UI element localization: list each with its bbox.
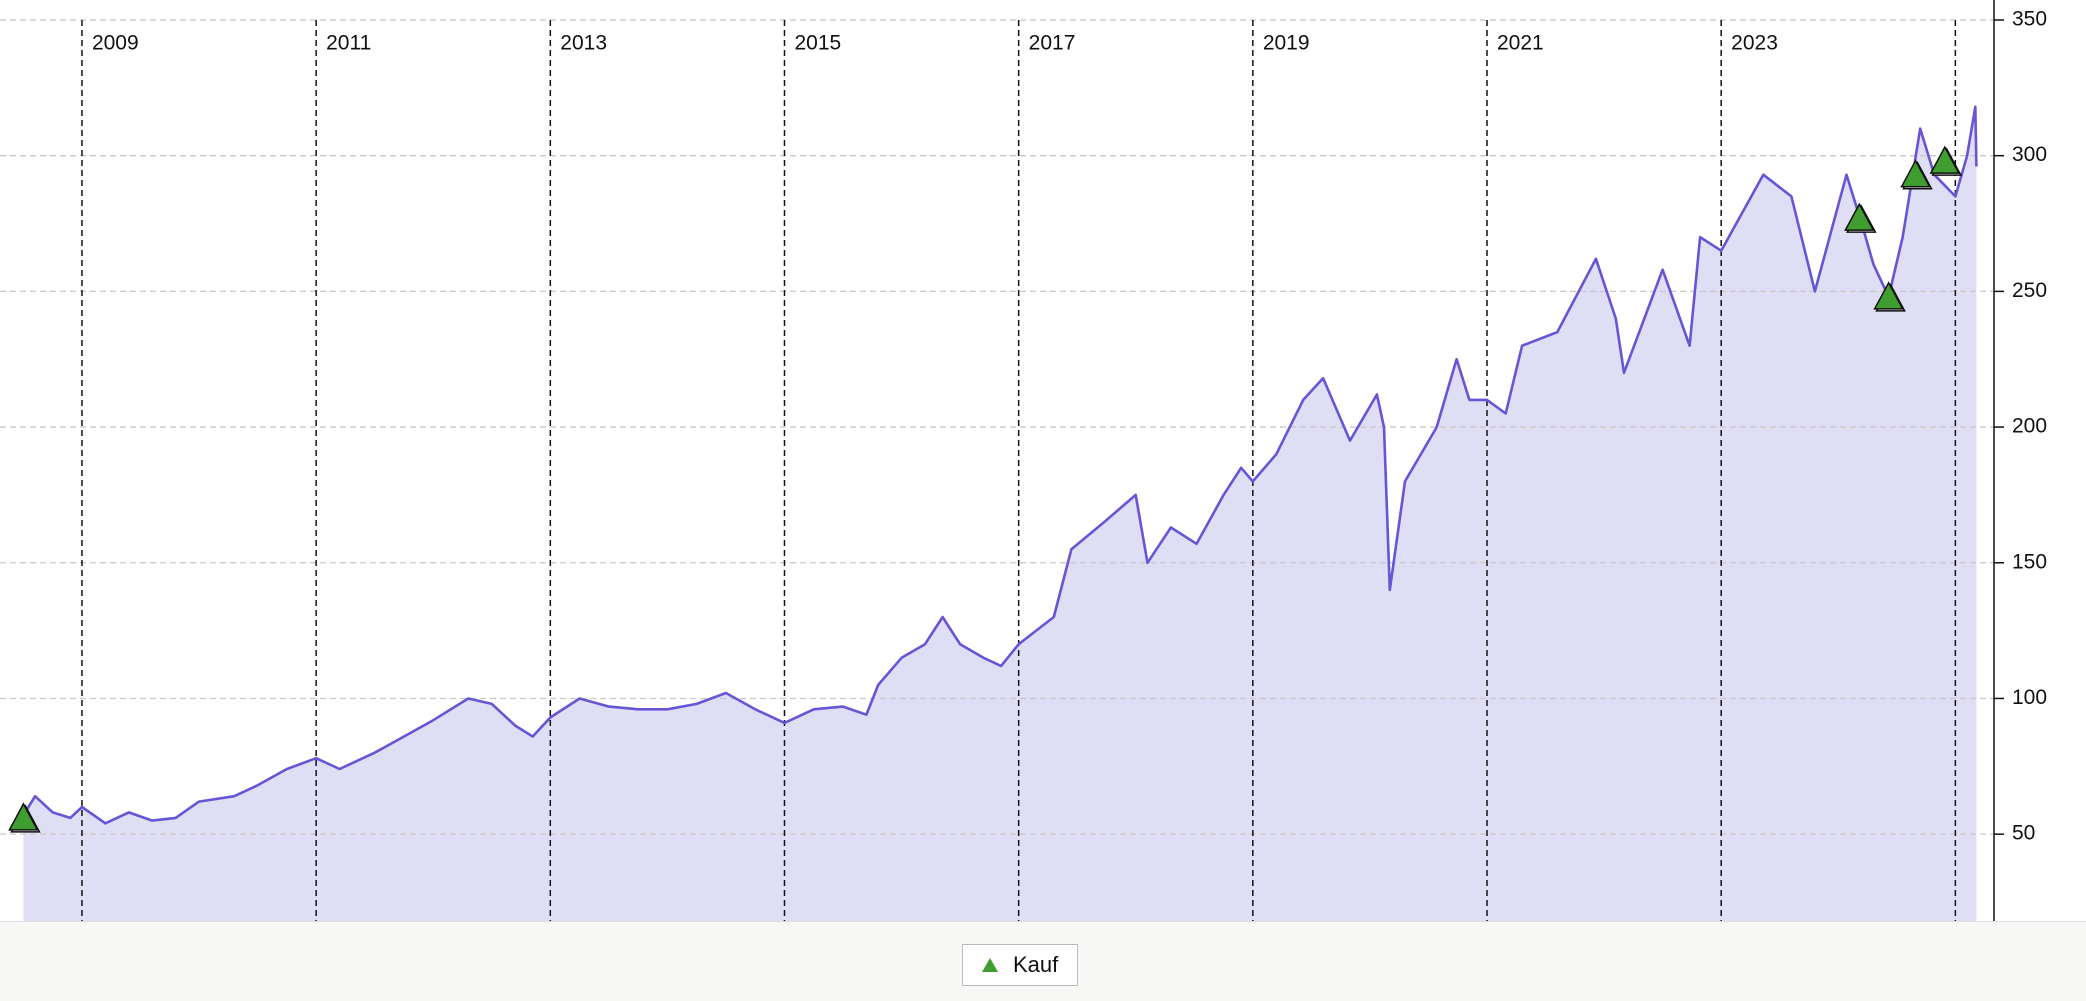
y-tick-label: 200: [2012, 415, 2047, 438]
legend-marker: [982, 958, 998, 972]
legend[interactable]: Kauf: [962, 944, 1078, 986]
buy-marker: [1844, 202, 1875, 231]
y-tick-label: 300: [2012, 143, 2047, 166]
buy-marker: [1900, 159, 1931, 188]
y-tick-label: 50: [2012, 822, 2035, 845]
y-tick-label: 100: [2012, 686, 2047, 709]
x-tick-label: 2009: [92, 32, 139, 55]
area: [23, 106, 1977, 921]
x-tick-label: 2023: [1731, 32, 1778, 55]
buy-marker: [1873, 281, 1904, 310]
x-tick-label: 2019: [1263, 32, 1310, 55]
legend-bar: Kauf: [0, 921, 2086, 1001]
x-tick-label: 2015: [794, 32, 841, 55]
chart: 50 100 150 200 250 300 350 2009 2011 2013 2015 2017…: [0, 0, 2047, 921]
legend-label: Kauf: [1013, 952, 1059, 977]
x-tick-label: 2013: [560, 32, 607, 55]
buy-marker: [1929, 145, 1961, 174]
x-tick-label: 2011: [326, 32, 371, 55]
x-tick-label: 2017: [1029, 32, 1076, 55]
x-tick-label: 2021: [1497, 32, 1544, 55]
y-tick-label: 350: [2012, 8, 2047, 31]
price-line: [22, 105, 1978, 825]
buy-marker: [8, 802, 39, 831]
y-tick-label: 150: [2012, 550, 2047, 573]
y-tick-label: 250: [2012, 279, 2047, 302]
